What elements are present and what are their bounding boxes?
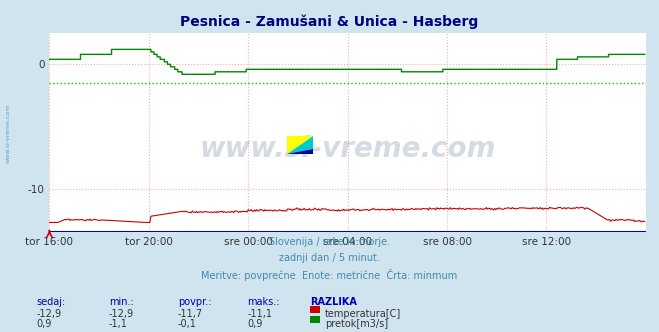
- Text: zadnji dan / 5 minut.: zadnji dan / 5 minut.: [279, 253, 380, 263]
- Text: -1,1: -1,1: [109, 319, 128, 329]
- Polygon shape: [287, 149, 313, 154]
- Polygon shape: [287, 136, 313, 154]
- Text: sedaj:: sedaj:: [36, 297, 65, 307]
- Text: min.:: min.:: [109, 297, 134, 307]
- Text: maks.:: maks.:: [247, 297, 279, 307]
- Text: RAZLIKA: RAZLIKA: [310, 297, 357, 307]
- Text: 0,9: 0,9: [247, 319, 262, 329]
- Text: www.si-vreme.com: www.si-vreme.com: [200, 135, 496, 163]
- Text: pretok[m3/s]: pretok[m3/s]: [325, 319, 388, 329]
- Text: Meritve: povprečne  Enote: metrične  Črta: minmum: Meritve: povprečne Enote: metrične Črta:…: [202, 269, 457, 281]
- Text: povpr.:: povpr.:: [178, 297, 212, 307]
- Text: -11,7: -11,7: [178, 309, 203, 319]
- Text: 0,9: 0,9: [36, 319, 51, 329]
- Text: temperatura[C]: temperatura[C]: [325, 309, 401, 319]
- Polygon shape: [287, 136, 313, 154]
- Text: Pesnica - Zamušani & Unica - Hasberg: Pesnica - Zamušani & Unica - Hasberg: [181, 15, 478, 30]
- Text: www.si-vreme.com: www.si-vreme.com: [6, 103, 11, 163]
- Text: Slovenija / reke in morje.: Slovenija / reke in morje.: [269, 237, 390, 247]
- Text: -12,9: -12,9: [36, 309, 61, 319]
- Text: -11,1: -11,1: [247, 309, 272, 319]
- Text: -0,1: -0,1: [178, 319, 197, 329]
- Text: -12,9: -12,9: [109, 309, 134, 319]
